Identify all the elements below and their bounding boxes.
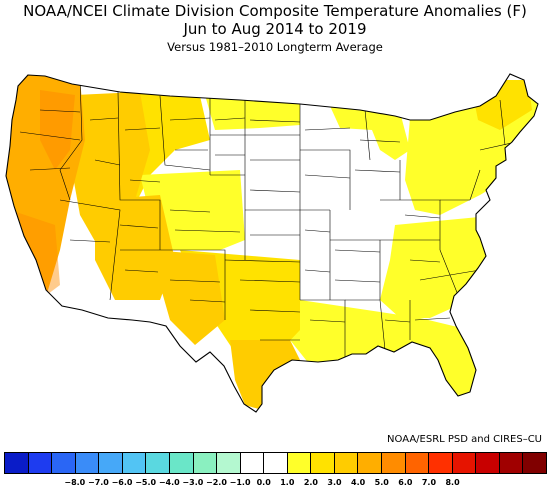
legend-swatch	[476, 453, 500, 473]
map-title: NOAA/NCEI Climate Division Composite Tem…	[23, 2, 527, 20]
legend-swatch	[99, 453, 123, 473]
legend-swatch	[122, 453, 147, 473]
legend-swatch	[405, 453, 430, 473]
legend-tick-label: −4.0	[158, 478, 180, 487]
legend-swatch	[146, 453, 170, 473]
legend-tick-label: −5.0	[135, 478, 157, 487]
legend-swatch	[358, 453, 382, 473]
legend-swatch	[429, 453, 453, 473]
anomaly-regions	[6, 74, 538, 412]
climate-division-boundaries	[19, 77, 526, 362]
legend-tick-label: 3.0	[327, 478, 342, 487]
legend-swatch	[264, 453, 288, 473]
legend-swatch	[287, 453, 312, 473]
legend-tick-label: 0.0	[256, 478, 271, 487]
legend-swatch	[28, 453, 53, 473]
legend-tick-label: 5.0	[374, 478, 389, 487]
legend-tick-label: −8.0	[64, 478, 86, 487]
color-legend	[4, 452, 547, 474]
legend-swatch	[523, 453, 546, 473]
legend-swatch	[75, 453, 100, 473]
legend-tick-label: 8.0	[445, 478, 460, 487]
us-climate-division-map	[5, 73, 539, 413]
legend-swatch	[169, 453, 194, 473]
legend-swatch	[334, 453, 359, 473]
data-credit: NOAA/ESRL PSD and CIRES–CU	[387, 434, 542, 445]
legend-tick-label: −6.0	[111, 478, 133, 487]
map-baseline: Versus 1981–2010 Longterm Average	[167, 40, 383, 54]
legend-tick-label: 2.0	[303, 478, 318, 487]
legend-swatch	[452, 453, 477, 473]
legend-tick-label: 7.0	[421, 478, 437, 487]
legend-swatch	[382, 453, 406, 473]
legend-swatch	[311, 453, 335, 473]
legend-swatch	[52, 453, 76, 473]
legend-tick-label: −1.0	[229, 478, 251, 487]
map-period: Jun to Aug 2014 to 2019	[183, 20, 367, 38]
legend-tick-label: 1.0	[280, 478, 295, 487]
legend-tick-label: −7.0	[87, 478, 109, 487]
legend-tick-label: −2.0	[206, 478, 227, 487]
legend-swatch	[240, 453, 265, 473]
legend-tick-labels: −8.0 −7.0 −6.0 −5.0 −4.0 −3.0 −2.0 −1.0 0.0 1.0 2.…	[4, 478, 547, 490]
legend-tick-label: 6.0	[398, 478, 413, 487]
legend-swatch	[193, 453, 218, 473]
legend-tick-label: −3.0	[182, 478, 204, 487]
legend-tick-label: 4.0	[351, 478, 366, 487]
legend-swatch	[499, 453, 524, 473]
legend-swatch	[217, 453, 241, 473]
legend-swatch	[5, 453, 29, 473]
